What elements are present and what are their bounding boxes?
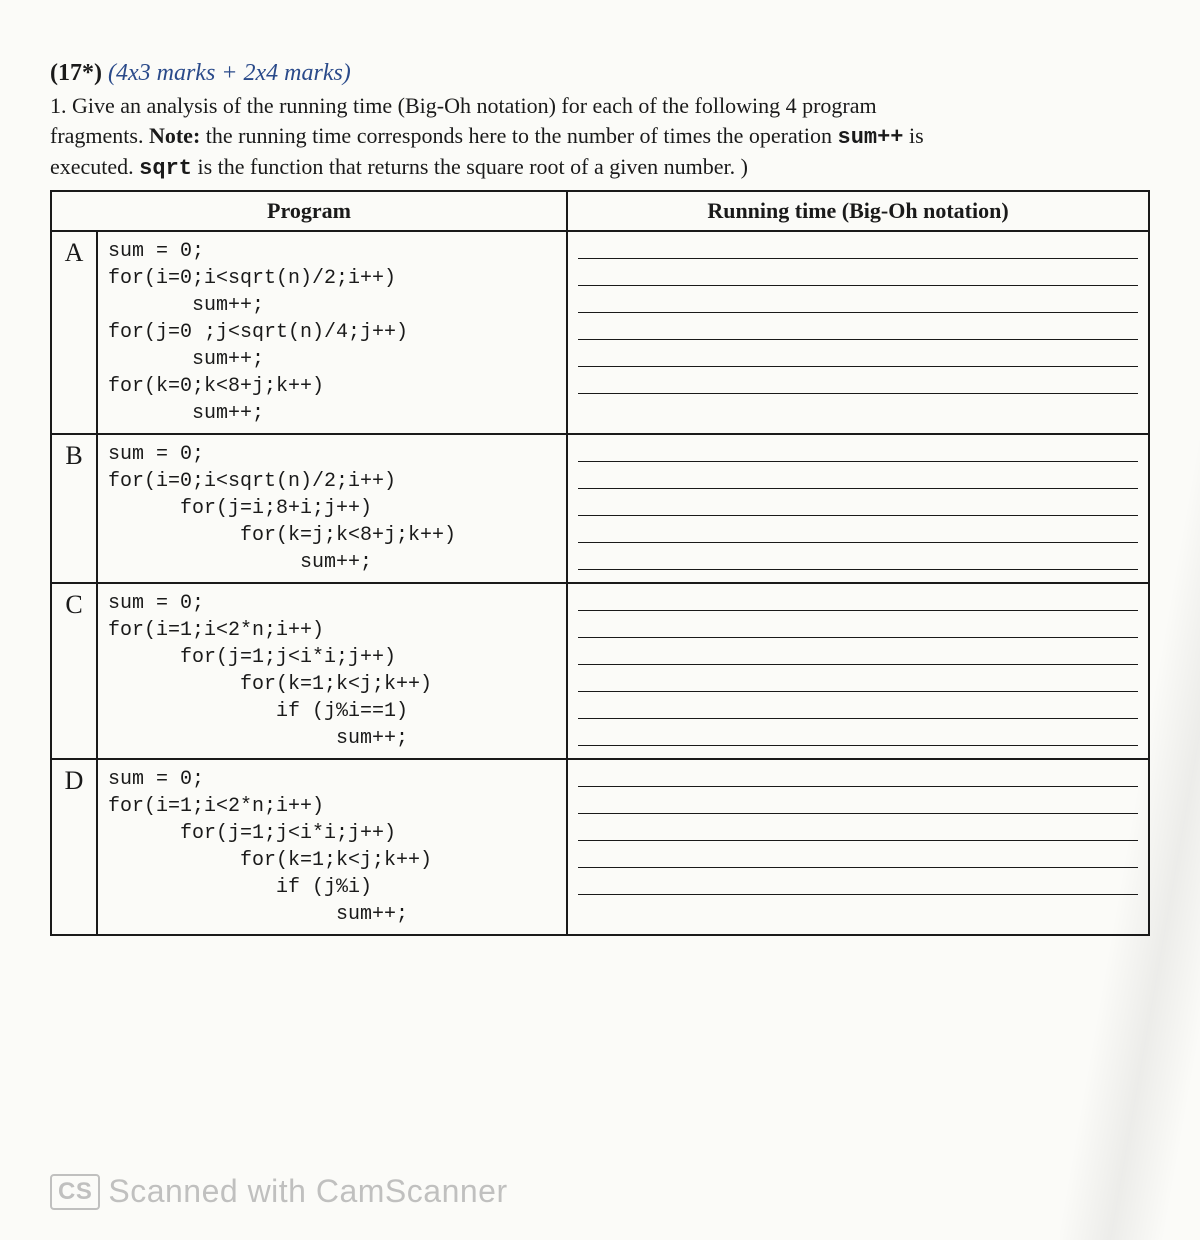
answer-blank-lines <box>578 590 1138 746</box>
answer-blank-lines <box>578 441 1138 570</box>
intro-text-2a: fragments. <box>50 123 149 148</box>
blank-line <box>578 786 1138 787</box>
row-label: A <box>51 231 97 434</box>
intro-text-1: 1. Give an analysis of the running time … <box>50 93 877 118</box>
blank-line <box>578 718 1138 719</box>
row-label: C <box>51 583 97 759</box>
table-row: Csum = 0; for(i=1;i<2*n;i++) for(j=1;j<i… <box>51 583 1149 759</box>
blank-line <box>578 339 1138 340</box>
scanner-watermark: CS Scanned with CamScanner <box>50 1173 508 1210</box>
blank-line <box>578 488 1138 489</box>
answer-cell <box>567 583 1149 759</box>
program-table: Program Running time (Big-Oh notation) A… <box>50 190 1150 936</box>
blank-line <box>578 393 1138 394</box>
blank-line <box>578 745 1138 746</box>
question-intro: 1. Give an analysis of the running time … <box>50 91 1150 184</box>
program-code: sum = 0; for(i=1;i<2*n;i++) for(j=1;j<i*… <box>97 759 567 935</box>
cs-logo-icon: CS <box>50 1174 100 1210</box>
marks-breakdown: (4x3 marks + 2x4 marks) <box>108 60 351 86</box>
blank-line <box>578 569 1138 570</box>
blank-line <box>578 637 1138 638</box>
blank-line <box>578 542 1138 543</box>
row-label: B <box>51 434 97 583</box>
table-header-row: Program Running time (Big-Oh notation) <box>51 191 1149 231</box>
blank-line <box>578 610 1138 611</box>
question-number: (17*) <box>50 60 102 86</box>
intro-text-2c: is <box>904 123 924 148</box>
answer-cell <box>567 434 1149 583</box>
document-page: (17*) (4x3 marks + 2x4 marks) 1. Give an… <box>0 0 1200 1240</box>
col-header-program: Program <box>51 191 567 231</box>
blank-line <box>578 366 1138 367</box>
code-sqrt: sqrt <box>139 156 192 181</box>
blank-line <box>578 691 1138 692</box>
program-code: sum = 0; for(i=0;i<sqrt(n)/2;i++) sum++;… <box>97 231 567 434</box>
answer-cell <box>567 231 1149 434</box>
watermark-text: Scanned with CamScanner <box>108 1173 507 1210</box>
row-label: D <box>51 759 97 935</box>
blank-line <box>578 312 1138 313</box>
answer-blank-lines <box>578 238 1138 394</box>
table-row: Dsum = 0; for(i=1;i<2*n;i++) for(j=1;j<i… <box>51 759 1149 935</box>
blank-line <box>578 813 1138 814</box>
code-sumpp: sum++ <box>838 125 904 150</box>
program-code: sum = 0; for(i=1;i<2*n;i++) for(j=1;j<i*… <box>97 583 567 759</box>
blank-line <box>578 461 1138 462</box>
blank-line <box>578 258 1138 259</box>
answer-cell <box>567 759 1149 935</box>
table-row: Asum = 0; for(i=0;i<sqrt(n)/2;i++) sum++… <box>51 231 1149 434</box>
intro-text-2b: the running time corresponds here to the… <box>200 123 837 148</box>
blank-line <box>578 894 1138 895</box>
intro-text-3a: executed. <box>50 154 139 179</box>
table-row: Bsum = 0; for(i=0;i<sqrt(n)/2;i++) for(j… <box>51 434 1149 583</box>
blank-line <box>578 285 1138 286</box>
intro-text-3b: is the function that returns the square … <box>192 154 748 179</box>
note-label: Note: <box>149 123 200 148</box>
answer-blank-lines <box>578 766 1138 895</box>
blank-line <box>578 867 1138 868</box>
blank-line <box>578 840 1138 841</box>
blank-line <box>578 515 1138 516</box>
col-header-running: Running time (Big-Oh notation) <box>567 191 1149 231</box>
program-code: sum = 0; for(i=0;i<sqrt(n)/2;i++) for(j=… <box>97 434 567 583</box>
question-header: (17*) (4x3 marks + 2x4 marks) <box>50 60 1150 87</box>
blank-line <box>578 664 1138 665</box>
